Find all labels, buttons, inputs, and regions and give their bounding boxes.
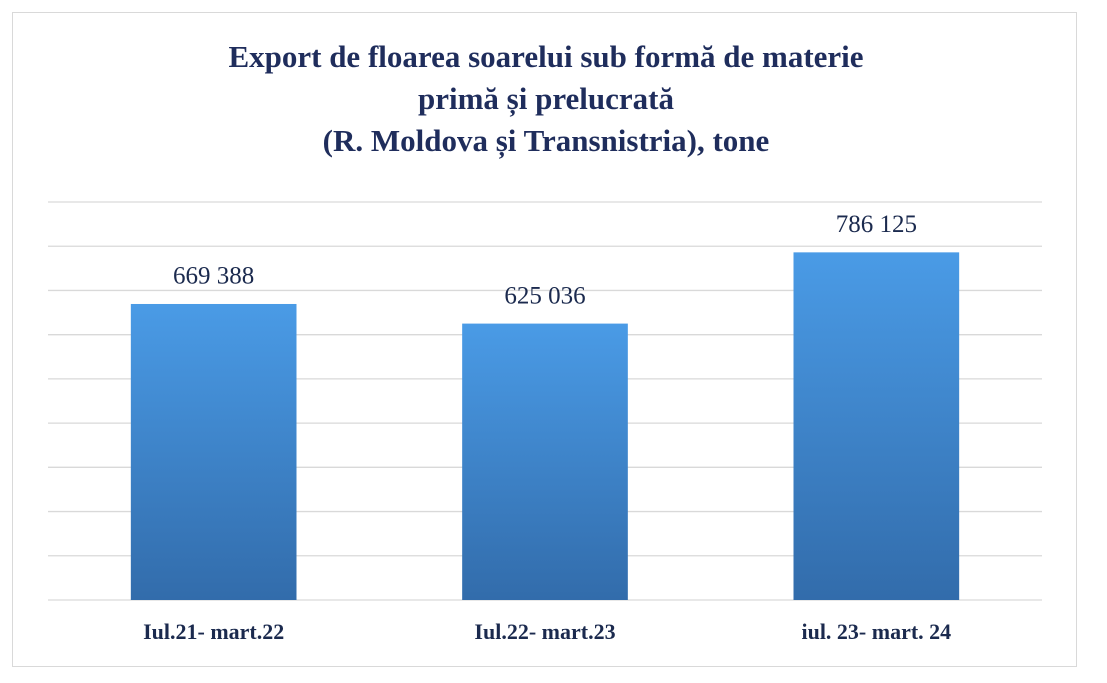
x-tick-label: Iul.21- mart.22 <box>143 619 284 644</box>
chart-title: (R. Moldova și Transnistria), tone <box>323 123 770 159</box>
bar <box>793 252 960 600</box>
x-tick-label: Iul.22- mart.23 <box>474 619 615 644</box>
chart-title: Export de floarea soarelui sub formă de … <box>228 39 863 74</box>
data-label: 786 125 <box>836 211 917 238</box>
bar <box>130 303 297 600</box>
x-tick-label: iul. 23- mart. 24 <box>801 619 951 644</box>
chart-title: primă și prelucrată <box>418 81 675 117</box>
data-label: 669 388 <box>173 263 254 290</box>
bar <box>462 323 628 600</box>
data-label: 625 036 <box>504 282 585 309</box>
